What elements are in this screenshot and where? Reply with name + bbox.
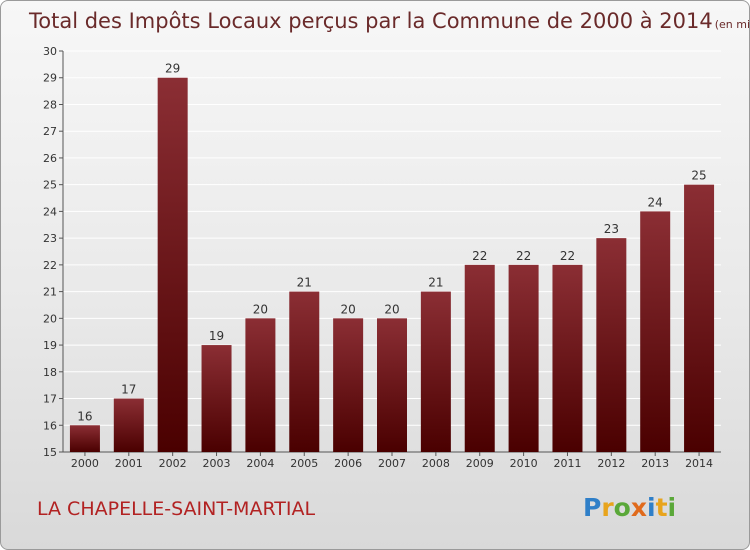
- x-tick-label-2008: 2008: [422, 457, 450, 470]
- bars: [69, 77, 715, 452]
- y-tick-label: 20: [43, 312, 57, 325]
- proxiti-logo: Proxiti: [583, 493, 676, 522]
- chart-unit-label: (en milliers d'€): [715, 18, 750, 31]
- bar-2002: [157, 77, 188, 452]
- x-tick-label-2003: 2003: [203, 457, 231, 470]
- bar-2011: [552, 264, 583, 452]
- x-tick-label-2014: 2014: [685, 457, 713, 470]
- bar-2007: [377, 318, 407, 452]
- x-tick-label-2009: 2009: [466, 457, 494, 470]
- y-tick-label: 15: [43, 446, 57, 459]
- value-label-2013: 24: [648, 195, 663, 209]
- value-label-2003: 19: [209, 329, 224, 343]
- value-label-2014: 25: [691, 169, 706, 183]
- value-label-2012: 23: [604, 222, 619, 236]
- value-label-2009: 22: [472, 249, 487, 263]
- x-tick-label-2013: 2013: [641, 457, 669, 470]
- x-axis-ticks: 2000 2001 2002 2003 2004 2005 2006 2007 2008 2009…: [71, 452, 713, 470]
- y-tick-label: 23: [43, 232, 57, 245]
- y-tick-label: 18: [43, 366, 57, 379]
- bar-2006: [333, 318, 364, 452]
- value-label-2011: 22: [560, 249, 575, 263]
- value-label-2005: 21: [297, 276, 312, 290]
- value-label-2010: 22: [516, 249, 531, 263]
- y-tick-label: 24: [43, 205, 57, 218]
- bar-2014: [684, 184, 715, 452]
- x-tick-label-2005: 2005: [290, 457, 318, 470]
- y-tick-label: 29: [43, 72, 57, 85]
- value-labels: 16 17 29 19 20 21 20 20 21 22 22 22 23 24 25: [77, 62, 706, 424]
- y-tick-label: 22: [43, 259, 57, 272]
- value-label-2007: 20: [384, 302, 399, 316]
- bar-2010: [508, 264, 539, 452]
- x-tick-label-2011: 2011: [553, 457, 581, 470]
- y-tick-label: 19: [43, 339, 57, 352]
- value-label-2008: 21: [428, 276, 443, 290]
- x-tick-label-2000: 2000: [71, 457, 99, 470]
- bar-2008: [420, 291, 451, 452]
- commune-name: LA CHAPELLE-SAINT-MARTIAL: [37, 498, 315, 520]
- x-tick-label-2010: 2010: [510, 457, 538, 470]
- y-tick-label: 21: [43, 286, 57, 299]
- x-tick-label-2012: 2012: [597, 457, 625, 470]
- value-label-2000: 16: [77, 409, 92, 423]
- bar-2013: [640, 211, 671, 452]
- y-tick-label: 28: [43, 98, 57, 111]
- x-tick-label-2004: 2004: [246, 457, 274, 470]
- y-tick-label: 27: [43, 125, 57, 138]
- x-tick-label-2001: 2001: [115, 457, 143, 470]
- value-label-2001: 17: [121, 383, 136, 397]
- x-tick-label-2002: 2002: [159, 457, 187, 470]
- bar-2005: [289, 291, 320, 452]
- bar-2003: [201, 345, 232, 452]
- y-axis-ticks: 15 16 17 18 19 20 21 22 23 24 25 26 27 28 29 30: [43, 45, 63, 459]
- bar-2000: [69, 425, 100, 452]
- y-tick-label: 16: [43, 419, 57, 432]
- y-tick-label: 26: [43, 152, 57, 165]
- x-tick-label-2007: 2007: [378, 457, 406, 470]
- chart-title-text: Total des Impôts Locaux perçus par la Co…: [28, 9, 713, 33]
- bar-2004: [245, 318, 276, 452]
- bar-2012: [596, 238, 627, 452]
- bar-2001: [113, 398, 144, 452]
- y-tick-label: 30: [43, 45, 57, 58]
- y-tick-label: 17: [43, 393, 57, 406]
- bar-2009: [464, 264, 495, 452]
- value-label-2002: 29: [165, 62, 180, 76]
- x-tick-label-2006: 2006: [334, 457, 362, 470]
- chart-title: Total des Impôts Locaux perçus par la Co…: [28, 9, 750, 33]
- value-label-2006: 20: [340, 302, 355, 316]
- y-tick-label: 25: [43, 179, 57, 192]
- value-label-2004: 20: [253, 302, 268, 316]
